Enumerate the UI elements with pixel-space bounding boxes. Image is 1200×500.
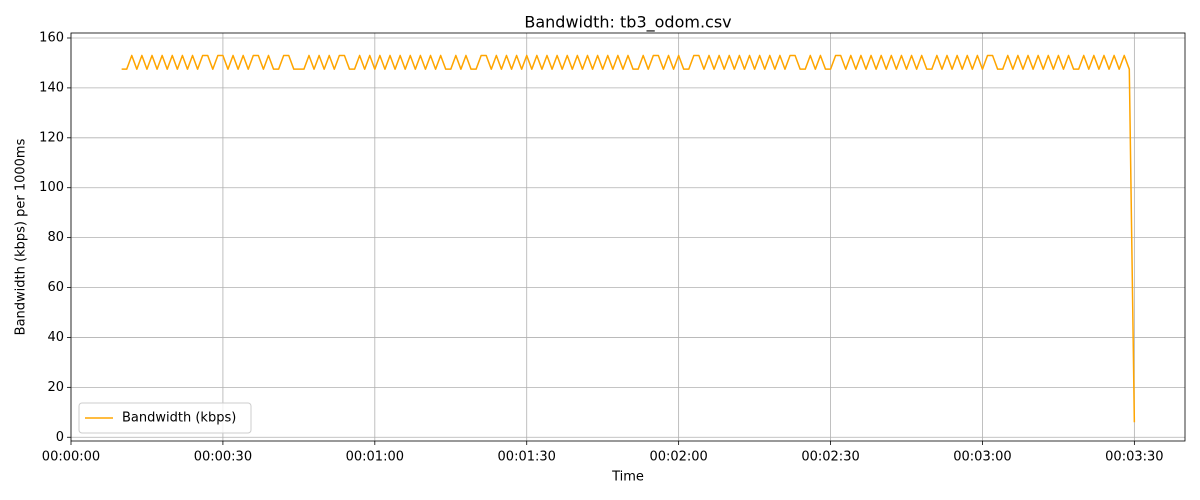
legend-label: Bandwidth (kbps) [122, 411, 236, 426]
x-tick-label: 00:00:00 [42, 450, 100, 465]
y-tick-label: 40 [47, 330, 64, 345]
x-axis-label: Time [611, 470, 644, 485]
y-tick-label: 120 [39, 130, 64, 145]
x-tick-label: 00:01:00 [346, 450, 404, 465]
x-tick-label: 00:02:00 [649, 450, 707, 465]
legend-box [78, 402, 252, 434]
x-tick-label: 00:03:30 [1105, 450, 1163, 465]
y-tick-label: 60 [47, 280, 64, 295]
y-tick-label: 100 [39, 180, 64, 195]
y-tick-label: 0 [56, 430, 64, 445]
y-tick-label: 140 [39, 80, 64, 95]
x-tick-label: 00:03:00 [953, 450, 1011, 465]
y-tick-label: 160 [39, 30, 64, 45]
y-tick-label: 80 [47, 230, 64, 245]
x-tick-label: 00:02:30 [801, 450, 859, 465]
chart-title: Bandwidth: tb3_odom.csv [524, 13, 731, 33]
x-tick-label: 00:01:30 [498, 450, 556, 465]
x-tick-label: 00:00:30 [194, 450, 252, 465]
data-line [121, 54, 1136, 423]
y-axis-label: Bandwidth (kbps) per 1000ms [14, 138, 29, 335]
plot-frame [70, 32, 1186, 442]
y-tick-label: 20 [47, 380, 64, 395]
